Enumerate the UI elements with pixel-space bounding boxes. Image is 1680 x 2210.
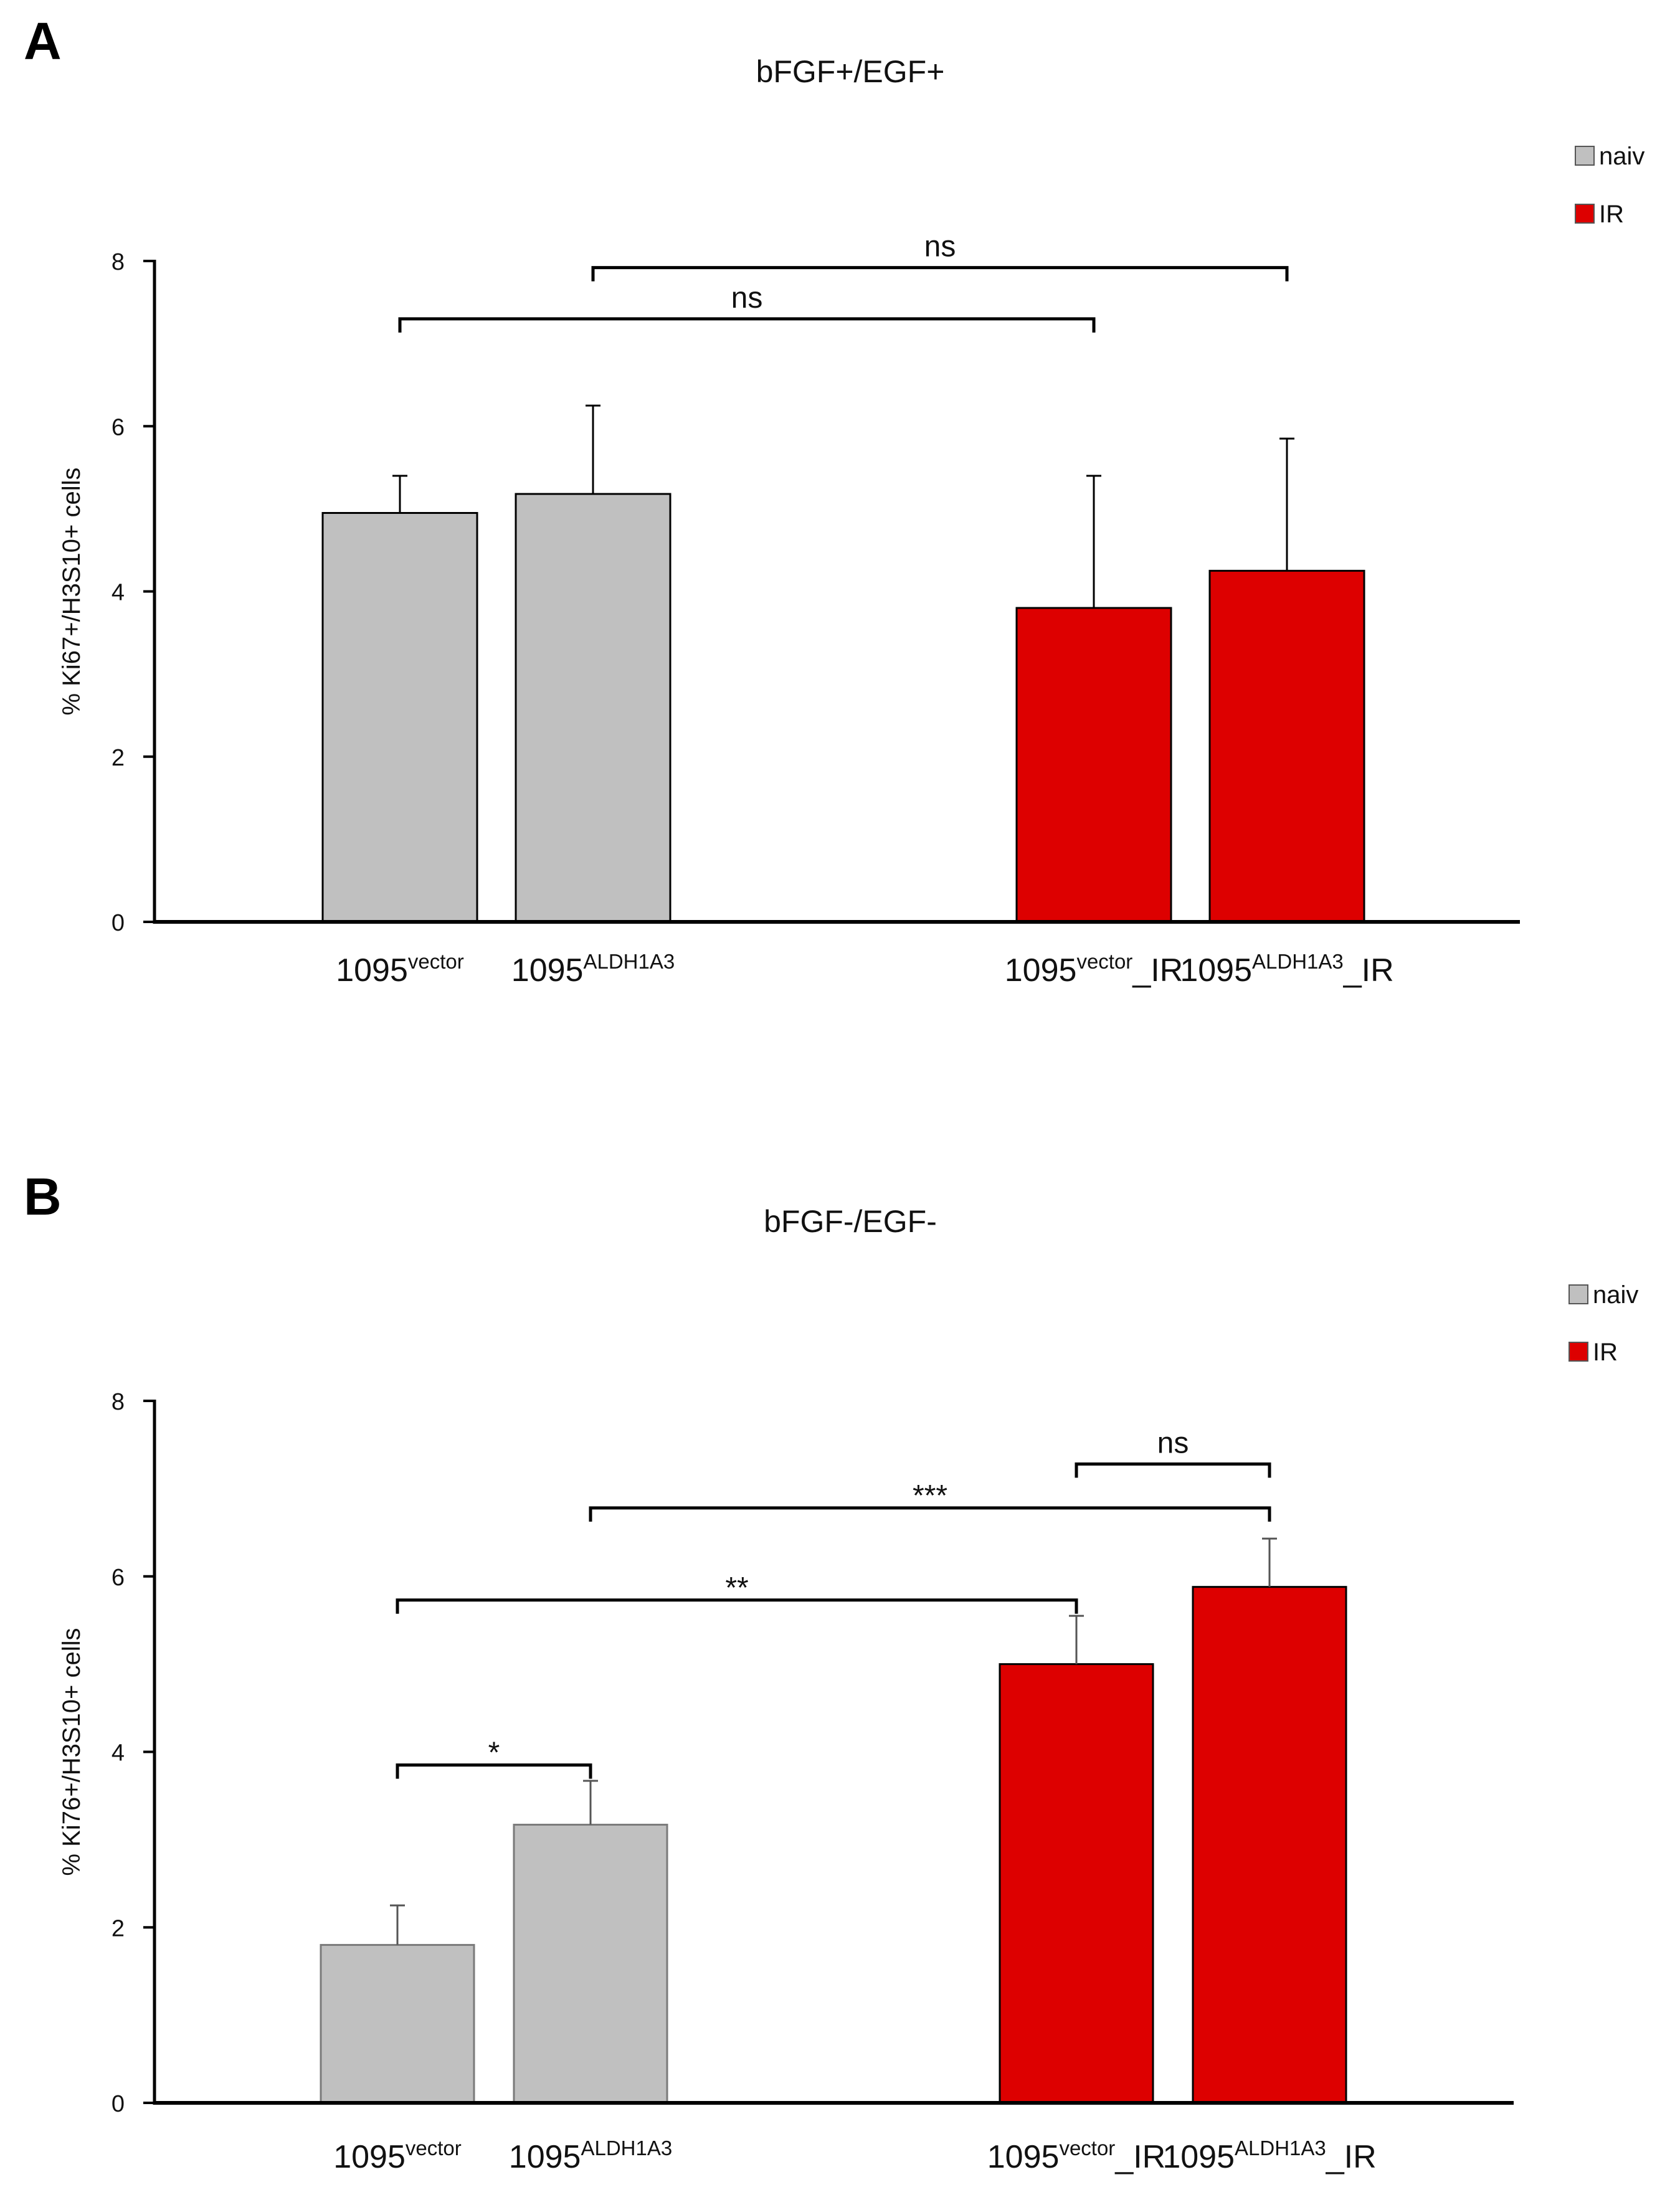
significance-label: ns — [924, 230, 956, 263]
significance-label: *** — [913, 1479, 947, 1512]
x-category-label: 1095vector — [333, 2136, 462, 2175]
category-base: 1095 — [336, 952, 408, 989]
bar — [515, 493, 672, 923]
chart-title: bFGF-/EGF- — [764, 1204, 937, 1239]
category-base: 1095 — [509, 2139, 581, 2175]
y-tick-label: 2 — [112, 1915, 125, 1942]
y-tick-label: 0 — [112, 910, 125, 936]
significance-bracket — [396, 1598, 1078, 1614]
significance-label: ns — [731, 282, 763, 315]
category-base: 1095 — [1005, 952, 1077, 989]
category-suffix: _IR — [1343, 952, 1394, 989]
bar — [513, 1823, 668, 2104]
bar — [1208, 569, 1365, 923]
legend-swatch — [1575, 204, 1595, 224]
y-tick-label: 2 — [112, 745, 125, 771]
category-superscript: ALDH1A3 — [581, 2136, 672, 2160]
x-category-label: 1095vector_IR — [1005, 950, 1183, 989]
legend-swatch — [1568, 1284, 1588, 1304]
category-base: 1095 — [333, 2139, 406, 2175]
category-base: 1095 — [511, 952, 584, 989]
category-superscript: ALDH1A3 — [1235, 2136, 1326, 2160]
category-superscript: vector — [408, 950, 464, 973]
category-suffix: _IR — [1132, 952, 1183, 989]
category-superscript: ALDH1A3 — [583, 950, 675, 973]
x-category-label: 1095vector — [336, 950, 464, 989]
y-tick-label: 4 — [112, 1740, 125, 1767]
y-tick-label: 0 — [112, 2091, 125, 2117]
category-superscript: vector — [1059, 2136, 1115, 2160]
legend-swatch — [1568, 1342, 1588, 1362]
x-category-label: 1095ALDH1A3_IR — [1162, 2136, 1376, 2175]
legend-label: IR — [1593, 1339, 1618, 1366]
category-base: 1095 — [987, 2139, 1060, 2175]
y-axis-label: % Ki67+/H3S10+ cells — [58, 467, 85, 715]
legend-label: IR — [1599, 201, 1624, 228]
category-superscript: ALDH1A3 — [1252, 950, 1344, 973]
significance-bracket — [589, 1506, 1271, 1522]
bar — [321, 512, 478, 923]
bar — [999, 1663, 1154, 2104]
significance-bracket — [398, 317, 1096, 333]
x-category-label: 1095ALDH1A3_IR — [1180, 950, 1393, 989]
bar — [1192, 1586, 1347, 2104]
panel-label: A — [24, 12, 62, 70]
x-category-label: 1095ALDH1A3 — [511, 950, 675, 989]
category-superscript: vector — [1076, 950, 1132, 973]
chart-title: bFGF+/EGF+ — [756, 54, 945, 89]
significance-label: * — [488, 1737, 500, 1770]
y-axis-label: % Ki76+/H3S10+ cells — [58, 1628, 85, 1876]
category-suffix: _IR — [1326, 2139, 1377, 2175]
category-suffix: _IR — [1114, 2139, 1165, 2175]
y-tick-label: 6 — [112, 1565, 125, 1591]
y-tick-label: 8 — [112, 249, 125, 275]
panel-label: B — [24, 1167, 62, 1226]
significance-bracket — [396, 1763, 592, 1779]
significance-bracket — [591, 266, 1289, 282]
bar — [1015, 607, 1172, 923]
category-superscript: vector — [406, 2136, 462, 2160]
significance-label: ** — [725, 1572, 748, 1605]
y-tick-label: 4 — [112, 580, 125, 606]
y-tick-label: 6 — [112, 414, 125, 440]
bar — [320, 1943, 475, 2104]
y-tick-label: 8 — [112, 1389, 125, 1415]
legend-swatch — [1575, 146, 1595, 166]
significance-bracket — [1075, 1462, 1271, 1478]
category-base: 1095 — [1162, 2139, 1235, 2175]
x-category-label: 1095ALDH1A3 — [509, 2136, 672, 2175]
x-category-label: 1095vector_IR — [987, 2136, 1165, 2175]
category-base: 1095 — [1180, 952, 1252, 989]
legend-label: naiv — [1593, 1281, 1638, 1309]
significance-label: ns — [1157, 1426, 1189, 1459]
legend-label: naiv — [1599, 143, 1644, 170]
